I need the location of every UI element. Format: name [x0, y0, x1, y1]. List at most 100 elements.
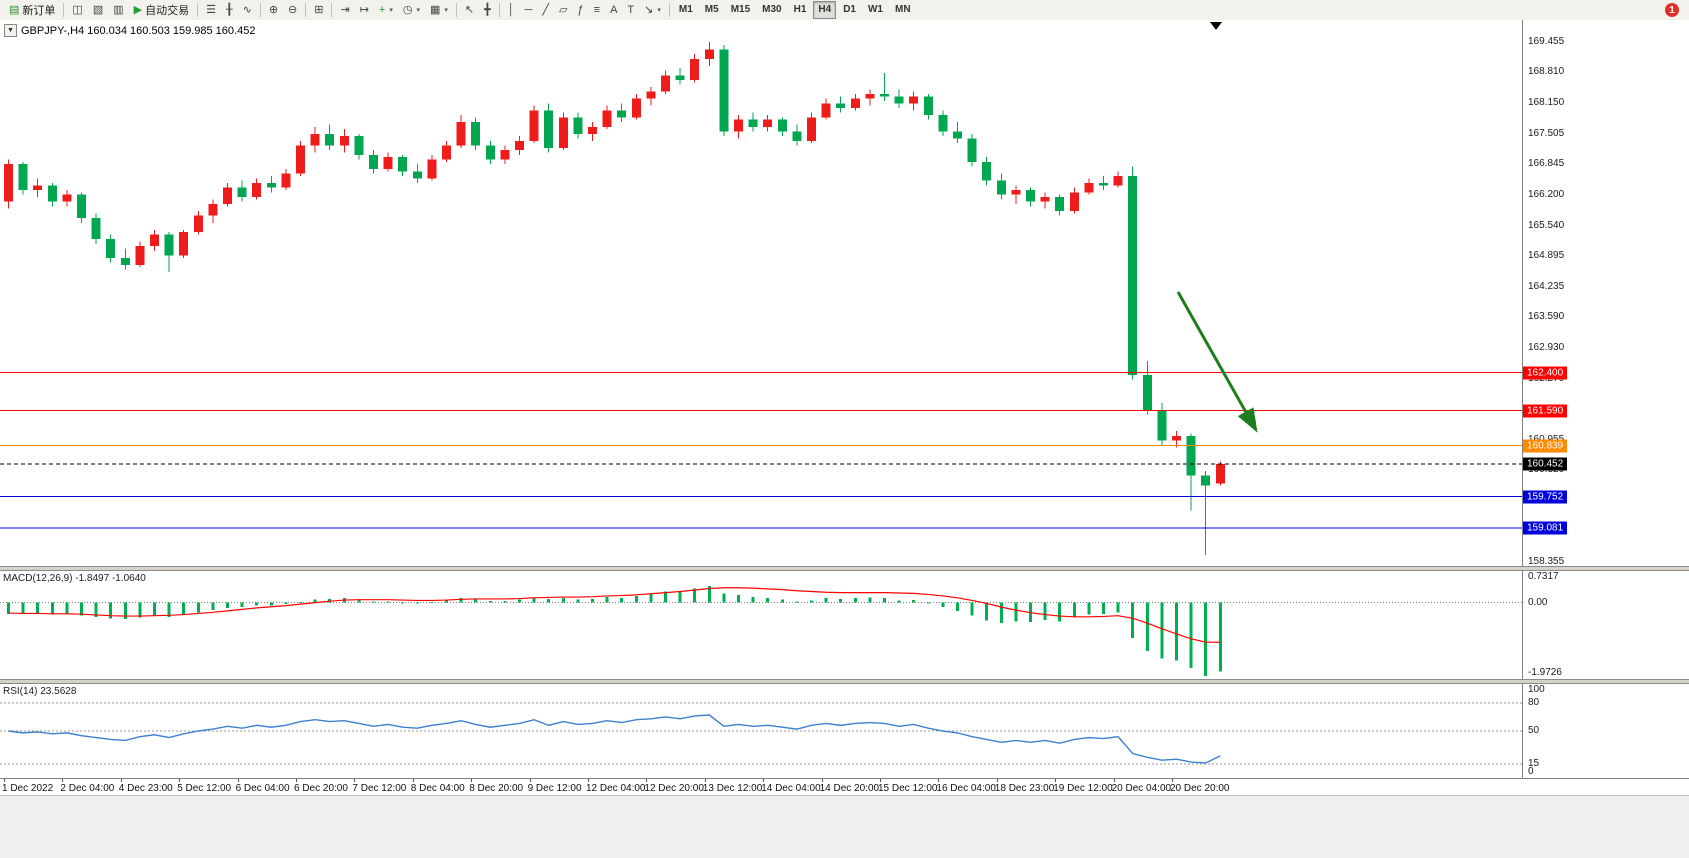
- grid-button[interactable]: ≡: [589, 0, 605, 20]
- tile-windows-button[interactable]: ⊞: [309, 0, 328, 20]
- time-tick: [471, 779, 473, 782]
- toolbar-separator: [63, 3, 65, 17]
- time-axis-label: 7 Dec 12:00: [352, 783, 407, 794]
- time-tick: [4, 779, 5, 782]
- timeframe-w1-button[interactable]: W1: [867, 4, 883, 15]
- macd-title: MACD(12,26,9) -1.8497 -1.0640: [3, 573, 146, 584]
- zoom-out-icon: ⊖: [288, 3, 298, 16]
- time-axis-label: 6 Dec 20:00: [294, 783, 348, 794]
- time-axis-label: 4 Dec 23:00: [118, 783, 173, 794]
- channel-button[interactable]: ▱: [554, 0, 572, 20]
- pivot-line-price-box: 160.839: [1523, 439, 1568, 453]
- chart-window: 169.455 168.810 168.150 167.505 166.845 166.2…: [0, 20, 1689, 801]
- price-tick-label: 169.455: [1528, 36, 1565, 48]
- timeframe-d1-button[interactable]: D1: [843, 4, 856, 15]
- timeframe-m30-button[interactable]: M30: [762, 4, 782, 15]
- price-panel[interactable]: 169.455 168.810 168.150 167.505 166.845 166.2…: [0, 20, 1689, 566]
- channel-icon: ▱: [559, 3, 568, 16]
- horizontal-line-button[interactable]: ─: [520, 0, 538, 20]
- time-axis-label: 2 Dec 04:00: [60, 783, 115, 794]
- panel-splitter[interactable]: [0, 679, 1689, 684]
- zoom-in-icon: ⊕: [268, 3, 279, 16]
- time-axis-label: 8 Dec 20:00: [469, 783, 524, 794]
- time-tick: [120, 779, 122, 782]
- time-axis-label: 5 Dec 12:00: [177, 783, 232, 794]
- profiles-icon: ▧: [92, 3, 104, 16]
- timeframe-h1-button[interactable]: H1: [793, 4, 807, 15]
- cursor-icon: ↖: [464, 3, 475, 16]
- chart-shift-button[interactable]: ↦: [355, 0, 374, 20]
- symbol-dropdown-button[interactable]: ▼: [4, 24, 17, 37]
- new-order-button[interactable]: ▤ 新订单: [4, 0, 60, 20]
- macd-axis[interactable]: 0.7317 0.00 -1.9726: [1522, 571, 1689, 679]
- zoom-in-button[interactable]: ⊕: [264, 0, 283, 20]
- time-axis-label: 15 Dec 12:00: [878, 783, 938, 794]
- fibonacci-button[interactable]: ƒ: [573, 0, 589, 20]
- periods-button[interactable]: ◷ ▾: [398, 0, 425, 20]
- dropdown-caret-icon: ▾: [657, 7, 661, 14]
- time-tick: [996, 779, 998, 782]
- autotrading-button[interactable]: ▶ 自动交易: [129, 0, 194, 20]
- indicators-plus-icon: +: [378, 3, 386, 16]
- profiles-button[interactable]: ▧: [88, 0, 108, 20]
- trendline-button[interactable]: ╱: [537, 0, 554, 20]
- time-tick: [179, 779, 181, 782]
- time-tick: [938, 779, 940, 782]
- templates-button[interactable]: ▦ ▾: [425, 0, 453, 20]
- arrows-tool-button[interactable]: ↘ ▾: [639, 0, 666, 20]
- chart-window-button[interactable]: ◫: [67, 0, 87, 20]
- vertical-line-icon: │: [507, 3, 515, 16]
- indicators-button[interactable]: + ▾: [374, 0, 398, 20]
- bottom-strip: [0, 795, 1689, 858]
- macd-panel[interactable]: 0.7317 0.00 -1.9726 MACD(12,26,9) -1.8497 …: [0, 571, 1689, 679]
- time-tick: [1172, 779, 1173, 782]
- crosshair-button[interactable]: ╋: [479, 0, 496, 20]
- trendline-icon: ╱: [542, 3, 550, 16]
- price-tick-label: 158.355: [1528, 556, 1565, 566]
- price-chart-plot[interactable]: [0, 20, 1522, 566]
- price-tick-label: 165.540: [1528, 219, 1565, 231]
- bar-chart-button[interactable]: ☰: [201, 0, 221, 20]
- timeframe-m5-button[interactable]: M5: [704, 4, 719, 15]
- auto-scroll-button[interactable]: ⇥: [335, 0, 354, 20]
- rsi-axis[interactable]: 100 80 50 15 0: [1522, 684, 1689, 778]
- time-tick: [296, 779, 297, 782]
- rsi-axis-label: 15: [1528, 757, 1540, 769]
- chart-window-icon: ◫: [72, 3, 83, 16]
- resistance-line-2-price-box: 161.590: [1523, 404, 1568, 418]
- price-axis[interactable]: 169.455 168.810 168.150 167.505 166.845 166.2…: [1522, 20, 1689, 566]
- toolbar-separator: [498, 3, 500, 17]
- timeframe-m15-button[interactable]: M15: [730, 4, 751, 15]
- auto-scroll-icon: ⇥: [340, 3, 350, 16]
- toolbar-separator: [259, 3, 261, 17]
- rsi-plot[interactable]: [0, 684, 1522, 778]
- chart-title: GBPJPY-,H4 160.034 160.503 159.985 160.4…: [21, 24, 256, 37]
- data-window-button[interactable]: ▥: [108, 0, 128, 20]
- time-tick: [821, 779, 823, 782]
- timeframe-mn-button[interactable]: MN: [894, 4, 911, 15]
- line-chart-button[interactable]: ∿: [238, 0, 257, 20]
- chart-title-bar: ▼ GBPJPY-,H4 160.034 160.503 159.985 160…: [4, 24, 255, 37]
- price-tick-label: 166.200: [1528, 188, 1565, 200]
- zoom-out-button[interactable]: ⊖: [283, 0, 302, 20]
- notifications-badge[interactable]: 1: [1665, 3, 1679, 17]
- time-axis-label: 20 Dec 04:00: [1111, 783, 1172, 794]
- chart-shift-icon: ↦: [359, 3, 369, 16]
- macd-plot[interactable]: [0, 571, 1522, 679]
- time-tick: [588, 779, 589, 782]
- rsi-panel[interactable]: 100 80 50 15 0 RSI(14) 23.5628: [0, 684, 1689, 778]
- vertical-line-button[interactable]: │: [503, 0, 520, 20]
- candlestick-chart-button[interactable]: ╂: [221, 0, 238, 20]
- autotrading-button-label: 自动交易: [145, 5, 190, 17]
- timeframe-m1-button[interactable]: M1: [678, 4, 693, 15]
- bid-price-line-price-box: 160.452: [1523, 457, 1568, 471]
- cursor-button[interactable]: ↖: [460, 0, 479, 20]
- price-tick-label: 163.590: [1528, 310, 1565, 322]
- panel-splitter[interactable]: [0, 566, 1689, 571]
- toolbar-separator: [305, 3, 307, 17]
- price-tick-label: 166.845: [1528, 158, 1565, 170]
- text-label-button[interactable]: T: [622, 0, 639, 20]
- text-button[interactable]: A: [605, 0, 622, 20]
- time-tick: [1055, 779, 1057, 782]
- timeframe-h4-button[interactable]: H4: [813, 1, 837, 19]
